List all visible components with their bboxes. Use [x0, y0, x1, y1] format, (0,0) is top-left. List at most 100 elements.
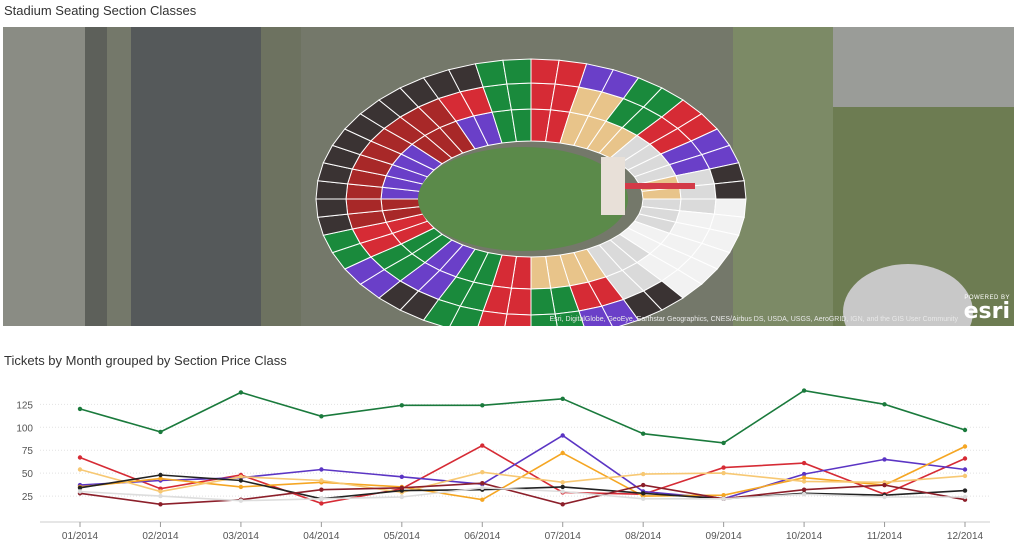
data-point[interactable] [560, 433, 565, 438]
data-point[interactable] [721, 493, 726, 498]
data-point[interactable] [962, 494, 968, 500]
data-point[interactable] [801, 471, 807, 477]
x-tick-label: 09/2014 [706, 531, 743, 542]
data-point[interactable] [801, 460, 807, 466]
data-point[interactable] [238, 390, 244, 395]
data-point[interactable] [801, 475, 807, 480]
data-point[interactable] [641, 482, 646, 488]
data-point[interactable] [480, 497, 485, 502]
data-point[interactable] [882, 482, 887, 488]
data-point[interactable] [962, 473, 968, 479]
data-point[interactable] [238, 498, 244, 503]
series-line[interactable] [79, 444, 966, 505]
data-point[interactable] [721, 496, 726, 501]
data-point[interactable] [480, 481, 485, 486]
seating-section[interactable] [449, 305, 484, 326]
seating-section[interactable] [530, 287, 556, 316]
data-point[interactable] [962, 456, 968, 461]
data-point[interactable] [399, 485, 404, 490]
seating-section[interactable] [503, 313, 532, 326]
series-line[interactable] [79, 474, 966, 500]
data-point[interactable] [560, 450, 565, 456]
series-1[interactable] [77, 388, 968, 446]
data-point[interactable] [801, 492, 807, 497]
data-point[interactable] [319, 478, 324, 483]
data-point[interactable] [480, 470, 485, 475]
data-point[interactable] [882, 402, 887, 407]
data-point[interactable] [158, 476, 163, 481]
tickets-line-chart[interactable]: 25 50 75 100 125 01/2014 02/2014 03/2014 04/201… [0, 378, 1021, 553]
series-line[interactable] [79, 389, 966, 444]
data-point[interactable] [158, 472, 163, 478]
series-8[interactable] [77, 485, 968, 503]
stadium-map[interactable]: Esri, DigitalGlobe, GeoEye, Earthstar Ge… [3, 27, 1014, 326]
data-point[interactable] [480, 485, 485, 490]
data-point[interactable] [721, 465, 726, 470]
data-point[interactable] [801, 487, 807, 492]
data-point[interactable] [77, 406, 83, 412]
data-point[interactable] [158, 493, 163, 499]
stadium-map-canvas[interactable] [3, 27, 1014, 326]
data-point[interactable] [480, 403, 485, 408]
data-point[interactable] [560, 396, 565, 401]
data-point[interactable] [319, 496, 324, 501]
series-3[interactable] [77, 433, 968, 501]
y-tick-label: 25 [22, 492, 34, 503]
data-point[interactable] [560, 502, 565, 507]
data-point[interactable] [641, 431, 646, 436]
data-point[interactable] [641, 491, 646, 496]
series-line[interactable] [79, 434, 966, 500]
data-point[interactable] [319, 501, 324, 506]
data-point[interactable] [319, 487, 324, 492]
seating-section[interactable] [601, 298, 640, 327]
data-point[interactable] [882, 494, 887, 500]
stage-structure [601, 157, 625, 215]
seating-section[interactable] [502, 58, 532, 85]
seating-section[interactable] [475, 310, 508, 326]
seating-section[interactable] [530, 58, 560, 85]
seating-section[interactable] [554, 310, 587, 326]
data-point[interactable] [158, 429, 163, 435]
data-point[interactable] [962, 427, 968, 433]
series-5[interactable] [77, 467, 968, 495]
seating-section[interactable] [578, 305, 613, 326]
data-point[interactable] [238, 478, 244, 483]
data-point[interactable] [77, 455, 83, 460]
data-point[interactable] [560, 489, 565, 494]
data-point[interactable] [801, 479, 807, 484]
data-point[interactable] [319, 467, 324, 472]
data-point[interactable] [801, 388, 807, 393]
data-point[interactable] [882, 457, 887, 462]
chart-panel-title: Tickets by Month grouped by Section Pric… [4, 353, 287, 368]
data-point[interactable] [962, 467, 968, 472]
data-point[interactable] [399, 474, 404, 479]
series-2[interactable] [77, 443, 968, 506]
x-tick-label: 05/2014 [384, 531, 421, 542]
seating-section[interactable] [315, 198, 349, 218]
data-point[interactable] [641, 471, 646, 477]
data-point[interactable] [399, 403, 404, 408]
series-line[interactable] [79, 486, 965, 502]
data-point[interactable] [721, 470, 726, 476]
data-point[interactable] [641, 496, 646, 501]
data-point[interactable] [560, 480, 565, 485]
data-point[interactable] [77, 489, 83, 494]
data-point[interactable] [399, 494, 404, 500]
data-point[interactable] [560, 484, 565, 490]
seating-section[interactable] [530, 313, 559, 326]
esri-logo[interactable]: POWERED BY esri [964, 295, 1010, 323]
data-point[interactable] [319, 414, 324, 419]
data-point[interactable] [480, 443, 485, 448]
data-point[interactable] [158, 489, 163, 494]
data-point[interactable] [238, 484, 244, 490]
seating-section[interactable] [506, 82, 532, 111]
data-point[interactable] [238, 474, 244, 479]
data-point[interactable] [158, 502, 163, 507]
series-line[interactable] [79, 445, 966, 501]
data-point[interactable] [962, 488, 968, 493]
data-point[interactable] [77, 485, 83, 490]
data-point[interactable] [721, 440, 726, 446]
seating-section[interactable] [713, 180, 747, 200]
data-point[interactable] [962, 444, 968, 449]
data-point[interactable] [77, 467, 83, 472]
